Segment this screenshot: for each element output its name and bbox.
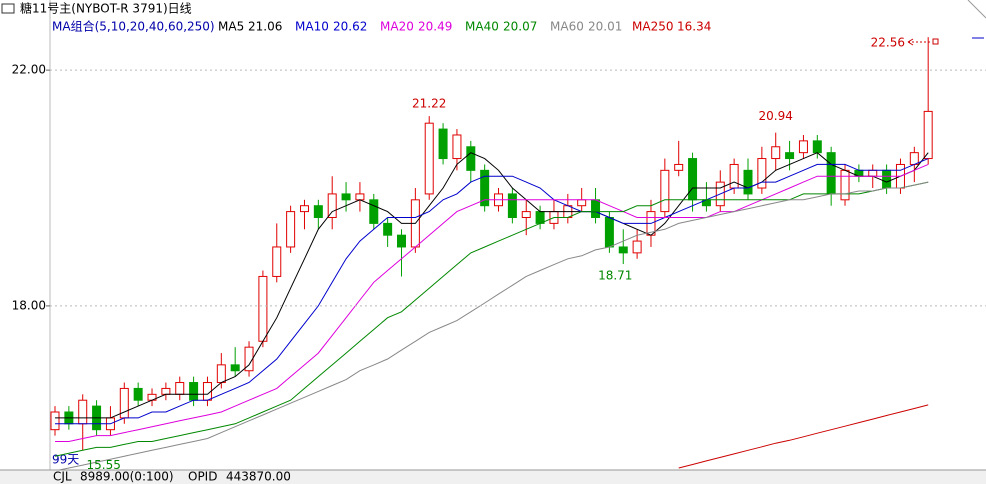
candle-body (133, 387, 143, 401)
candle-body (327, 193, 337, 218)
candle-body (632, 240, 642, 254)
footer-text: CJL (53, 470, 72, 484)
candle-body (757, 158, 767, 189)
corner-line (967, 0, 986, 19)
candle-body (840, 169, 850, 201)
candle-body (452, 134, 462, 160)
candle-body (521, 211, 531, 218)
annotation-box (932, 38, 939, 45)
candle-body (438, 128, 448, 160)
y-tick-label: 22.00 (12, 63, 46, 77)
period-label: 99天 (52, 453, 79, 467)
legend-value: 20.01 (588, 20, 622, 34)
candle-body (299, 205, 309, 213)
ma-line (55, 163, 929, 442)
price-annotation: 21.22 (412, 97, 446, 111)
candle-body (175, 382, 185, 395)
candle-body (660, 169, 670, 213)
candle-body (812, 140, 822, 154)
footer-bar (0, 470, 986, 484)
price-annotation: 20.94 (759, 109, 793, 123)
candle-body (909, 152, 919, 165)
footer-text: OPID (188, 470, 217, 484)
candle-body (216, 364, 226, 384)
y-tick-label: 18.00 (12, 298, 46, 312)
candle-body (604, 216, 614, 248)
legend-value: 16.34 (677, 20, 711, 34)
candle-body (466, 146, 476, 171)
legend-value: 20.07 (503, 20, 537, 34)
legend-value: 20.49 (418, 20, 452, 34)
price-annotation: 18.71 (598, 269, 632, 283)
candle-body (674, 163, 684, 171)
legend-value: 21.06 (248, 20, 282, 34)
legend-title: MA组合(5,10,20,40,60,250) (52, 19, 215, 34)
legend-value: 20.62 (333, 20, 367, 34)
footer-text: 8989.00(0:100) (80, 470, 174, 484)
ma-line (56, 181, 929, 470)
candle-body (341, 193, 351, 201)
candle-body (397, 234, 406, 248)
candle-body (826, 152, 836, 195)
candle-body (78, 399, 88, 425)
candle-body (743, 169, 753, 195)
candle-body (591, 199, 601, 218)
candle-body (480, 169, 490, 207)
candle-body (424, 122, 434, 195)
price-annotation: 15.55 (87, 458, 121, 472)
legend-name: MA20 (380, 20, 414, 34)
annotation-arrowhead (907, 38, 914, 46)
candle-body (230, 364, 240, 372)
ma-line (55, 152, 929, 419)
candle-body (785, 152, 795, 160)
candle-body (507, 193, 517, 218)
candle-body (355, 193, 365, 201)
candle-body (577, 199, 587, 207)
legend-name: MA40 (465, 20, 499, 34)
candle-body (923, 110, 933, 160)
price-annotation: 22.56 (871, 36, 905, 50)
candle-body (771, 146, 781, 160)
candle-body (798, 140, 808, 154)
candle-body (383, 222, 393, 236)
candle-body (535, 211, 545, 224)
chart-title: 糖11号主(NYBOT-R 3791)日线 (20, 1, 192, 16)
legend-name: MA60 (550, 20, 584, 34)
candle-body (868, 169, 878, 177)
legend-name: MA10 (295, 20, 329, 34)
candle-body (286, 211, 296, 248)
footer-text: 443870.00 (226, 470, 291, 484)
candle-body (258, 275, 268, 342)
legend-name: MA250 (632, 20, 673, 34)
candle-body (313, 205, 323, 218)
candle-body (882, 169, 892, 189)
candle-body (161, 387, 171, 395)
legend-name: MA5 (218, 20, 244, 34)
ma-line (55, 158, 929, 425)
candle-body (189, 382, 199, 401)
icon (1, 3, 15, 14)
plot-area (50, 37, 933, 470)
candle-body (272, 246, 282, 277)
ma-line (678, 404, 929, 469)
candle-body (618, 246, 628, 254)
candle-body (369, 199, 379, 224)
candle-body (50, 411, 60, 431)
candle-body (729, 163, 739, 189)
candle-body (688, 158, 698, 201)
ma-line (54, 181, 929, 457)
